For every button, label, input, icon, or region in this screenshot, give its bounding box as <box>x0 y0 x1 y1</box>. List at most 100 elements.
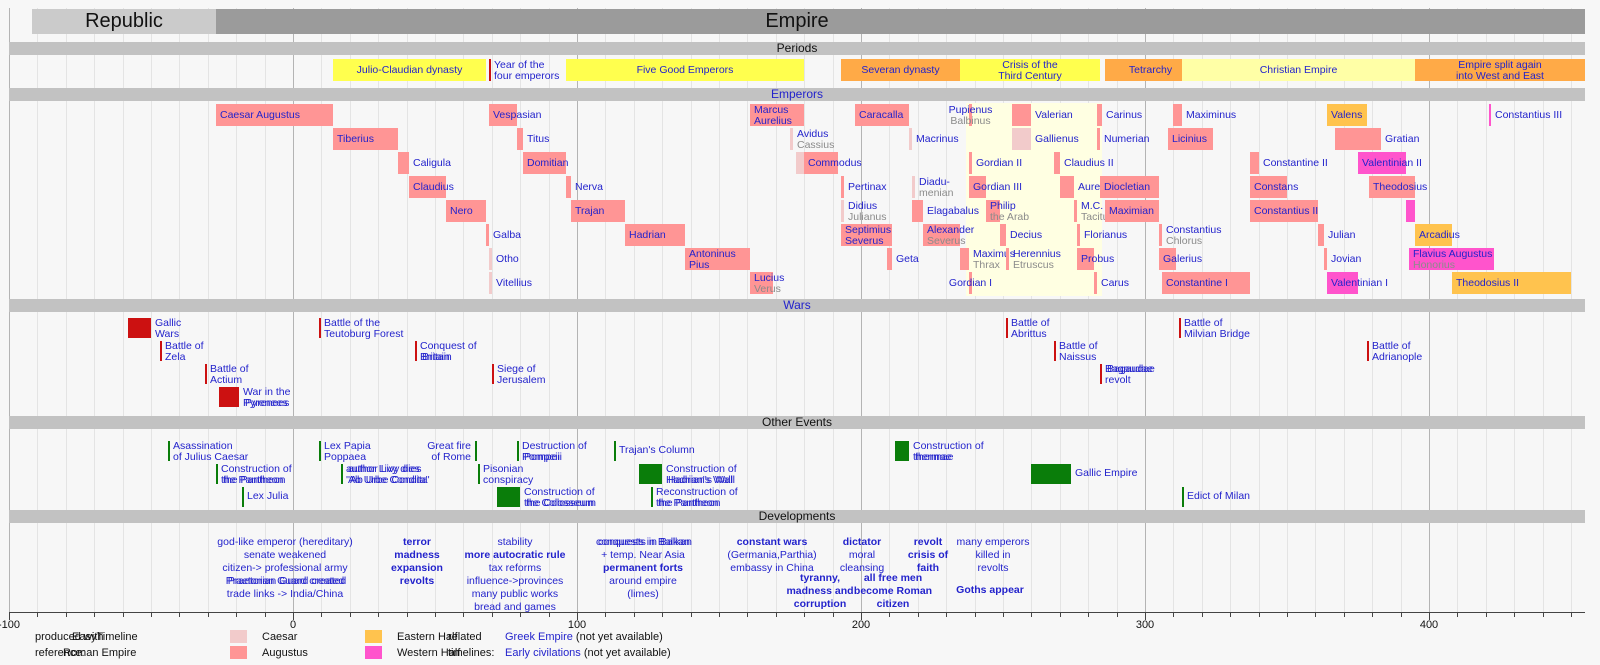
emperor-label-antoninus[interactable]: Antoninus Pius <box>689 248 736 271</box>
period-label-crisis-of-the-third-century[interactable]: Crisis of the Third Century <box>998 59 1062 82</box>
war-label-war-in-the-pyrenees[interactable]: War in the Pyrenees <box>243 386 291 409</box>
event-label-lex-papia-poppaea[interactable]: Lex Papia Poppaea <box>324 440 371 463</box>
emperor-bar-diadu[interactable] <box>912 176 915 198</box>
emperor-label-gallienus[interactable]: Gallienus <box>1035 133 1079 145</box>
event-label-pisonian-conspiracy[interactable]: Pisonian conspiracy <box>483 463 534 486</box>
emperor-bar-didius[interactable] <box>841 200 844 222</box>
emperor-label-vitellius[interactable]: Vitellius <box>496 277 532 289</box>
emperor-bar-trajan[interactable] <box>571 200 625 222</box>
emperor-bar-gratian[interactable] <box>1335 128 1381 150</box>
emperor-label-claudius[interactable]: Claudius <box>413 181 454 193</box>
war-label-conquest-of-britain[interactable]: Conquest of Britain <box>420 340 477 363</box>
emperor-label-theodosius[interactable]: Theodosius <box>1373 181 1428 193</box>
emperor-bar-constantine-i[interactable] <box>1162 272 1250 294</box>
war-label-gallic-wars[interactable]: Gallic Wars <box>155 317 182 340</box>
event-label-reconstruction-of-the-pantheon[interactable]: Reconstruction of the Pantheon <box>656 486 738 509</box>
emperor-label-trajan[interactable]: Trajan <box>575 205 605 217</box>
period-label-severan-dynasty[interactable]: Severan dynasty <box>861 64 940 76</box>
emperor-label-commodus[interactable]: Commodus <box>808 157 862 169</box>
emperor-label-theodosius-ii[interactable]: Theodosius II <box>1456 277 1520 289</box>
emperor-label-avidus[interactable]: Avidus Cassius <box>797 128 835 151</box>
emperor-bar-carinus[interactable] <box>1097 104 1102 126</box>
emperor-bar-avidus[interactable] <box>790 128 793 150</box>
emperor-label-caligula[interactable]: Caligula <box>413 157 451 169</box>
period-bar-crisis-of-the-third-century[interactable] <box>960 59 1100 81</box>
easytimeline-link[interactable]: EasyTimeline <box>72 631 138 643</box>
emperor-label-constantine-i[interactable]: Constantine I <box>1166 277 1228 289</box>
period-label-julio-claudian-dynasty[interactable]: Julio-Claudian dynasty <box>356 64 463 76</box>
emperor-bar-jovian[interactable] <box>1324 248 1327 270</box>
war-label-battle-of-adrianople[interactable]: Battle of Adrianople <box>1372 340 1423 363</box>
emperor-bar-hadrian[interactable] <box>625 224 685 246</box>
emperor-bar-otho[interactable] <box>489 248 492 270</box>
emperor-label-lucius[interactable]: Lucius Verus <box>754 272 785 295</box>
emperor-bar-lucius[interactable] <box>750 272 773 294</box>
emperor-bar-probus[interactable] <box>1077 248 1094 270</box>
emperor-label-marcus[interactable]: Marcus Aurelius <box>754 104 792 127</box>
emperor-bar-flavius-augustus[interactable] <box>1409 248 1494 270</box>
emperor-label-alexander[interactable]: Alexander Severus <box>927 224 975 247</box>
emperor-bar-licinius[interactable] <box>1168 128 1213 150</box>
emperor-bar-constans[interactable] <box>1250 176 1287 198</box>
event-label-author-livy-dies-ab-urbe-condita[interactable]: author Livy dies 'Ab Urbe Condita' <box>346 463 428 486</box>
event-label-great-fire-of-rome[interactable]: Great fire of Rome <box>427 440 471 463</box>
emperor-label-valerian[interactable]: Valerian <box>1035 109 1073 121</box>
emperor-bar-co-rule-segment[interactable] <box>796 152 804 174</box>
emperor-bar-constantius-ii[interactable] <box>1250 200 1318 222</box>
emperor-label-constans[interactable]: Constans <box>1254 181 1299 193</box>
emperor-bar-galba[interactable] <box>486 224 489 246</box>
event-label-asassination-of-julius-caesar[interactable]: Asassination of Julius Caesar <box>173 440 249 463</box>
emperor-bar-caligula[interactable] <box>398 152 409 174</box>
emperor-bar-nero[interactable] <box>446 200 486 222</box>
emperor-bar-carus[interactable] <box>1094 272 1097 294</box>
period-label-empire-split-again-into-west-and-east[interactable]: Empire split again into West and East <box>1456 59 1544 82</box>
emperor-bar-constantine-ii[interactable] <box>1250 152 1259 174</box>
period-bar-severan-dynasty[interactable] <box>841 59 960 81</box>
emperor-bar-julian[interactable] <box>1318 224 1324 246</box>
event-label-construction-of-the-pantheon[interactable]: Construction of the Pantheon <box>221 463 292 486</box>
emperor-label-galerius[interactable]: Galerius <box>1163 253 1203 265</box>
emperor-bar-septimius[interactable] <box>841 224 892 246</box>
emperor-label-galba[interactable]: Galba <box>493 229 522 241</box>
emperor-label-flavius-augustus[interactable]: Flavius Augustus Honorius <box>1413 248 1493 271</box>
emperor-label-constantius-iii[interactable]: Constantius III <box>1495 109 1563 121</box>
emperor-bar-co-rule-segment[interactable] <box>1406 200 1415 222</box>
emperor-label-numerian[interactable]: Numerian <box>1104 133 1150 145</box>
emperor-label-herennius[interactable]: Herennius Etruscus <box>1013 248 1061 271</box>
emperor-bar-vitellius[interactable] <box>489 272 492 294</box>
emperor-bar-constantius-iii[interactable] <box>1489 104 1491 126</box>
emperor-bar-valentinian-ii[interactable] <box>1358 152 1406 174</box>
emperor-bar-pupienus[interactable] <box>969 104 972 126</box>
emperor-label-pertinax[interactable]: Pertinax <box>848 181 887 193</box>
period-bar-five-good-emperors[interactable] <box>566 59 804 81</box>
emperor-bar-commodus[interactable] <box>804 152 838 174</box>
emperor-bar-antoninus[interactable] <box>685 248 750 270</box>
emperor-label-arcadius[interactable]: Arcadius <box>1419 229 1460 241</box>
period-label-year-of-the-four-emperors[interactable]: Year of the four emperors <box>494 59 560 82</box>
emperor-bar-maximus[interactable] <box>960 248 969 270</box>
war-label-battle-of-actium[interactable]: Battle of Actium <box>210 363 249 386</box>
emperor-label-didius[interactable]: Didius Julianus <box>848 200 887 223</box>
emperor-label-aurelian[interactable]: Aurelian <box>1078 181 1117 193</box>
emperor-label-valentinian-i[interactable]: Valentinian I <box>1331 277 1389 289</box>
event-label-destruction-of-pompeii[interactable]: Destruction of Pompeii <box>522 440 587 463</box>
emperor-bar-macrinus[interactable] <box>909 128 912 150</box>
war-label-siege-of-jerusalem[interactable]: Siege of Jerusalem <box>497 363 546 386</box>
emperor-label-caesar-augustus[interactable]: Caesar Augustus <box>220 109 300 121</box>
emperor-label-decius[interactable]: Decius <box>1010 229 1043 241</box>
period-bar-julio-claudian-dynasty[interactable] <box>333 59 486 81</box>
event-label-lex-julia[interactable]: Lex Julia <box>247 490 289 502</box>
emperor-label-valens[interactable]: Valens <box>1331 109 1363 121</box>
emperor-bar-numerian[interactable] <box>1097 128 1100 150</box>
emperor-label-tiberius[interactable]: Tiberius <box>337 133 374 145</box>
event-label-trajan-s-column[interactable]: Trajan's Column <box>619 444 695 456</box>
emperor-label-carus[interactable]: Carus <box>1101 277 1130 289</box>
emperor-label-nero[interactable]: Nero <box>450 205 473 217</box>
emperor-bar-florianus[interactable] <box>1077 224 1080 246</box>
war-label-battle-of-zela[interactable]: Battle of Zela <box>165 340 204 363</box>
emperor-bar-m-c[interactable] <box>1074 200 1077 222</box>
period-label-tetrarchy[interactable]: Tetrarchy <box>1128 64 1173 76</box>
emperor-bar-marcus[interactable] <box>750 104 804 126</box>
emperor-bar-gordian-ii[interactable] <box>969 152 972 174</box>
emperor-label-maximus[interactable]: Maximus Thrax <box>973 248 1016 271</box>
